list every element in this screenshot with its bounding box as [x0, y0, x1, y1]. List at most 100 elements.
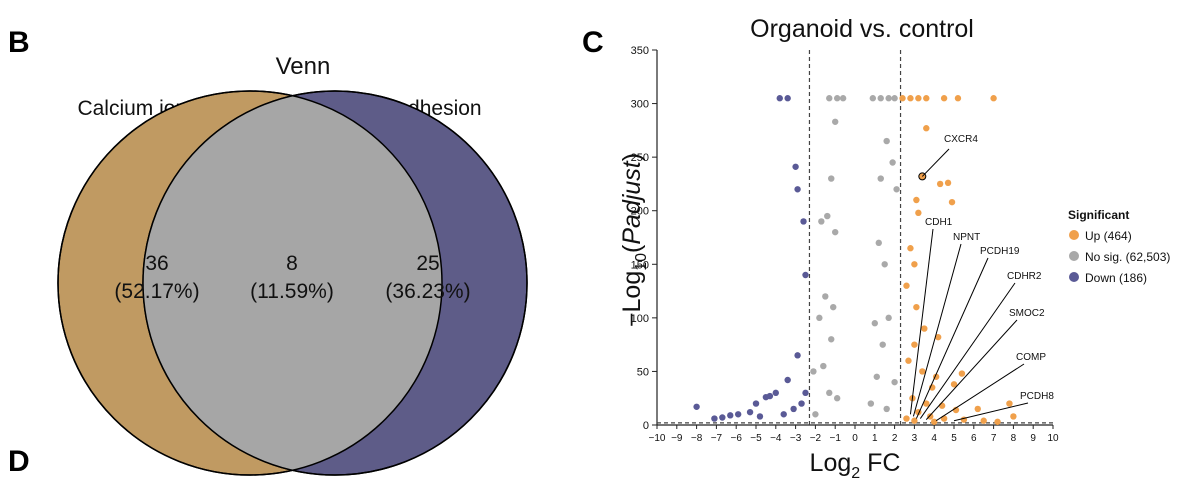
point-up [923, 125, 930, 132]
point-up [980, 417, 987, 424]
legend-label-nosig: No sig. (62,503) [1085, 250, 1170, 264]
point-up [954, 95, 962, 102]
point-down [776, 95, 783, 102]
annotation-leader [912, 243, 962, 417]
point-down [800, 218, 807, 225]
legend-label-down: Down (186) [1085, 271, 1147, 285]
panel-label-d: D [8, 445, 30, 478]
point-no-sig [883, 405, 890, 413]
x-tick-label: 1 [872, 433, 878, 444]
annotation-label: CDH1 [925, 217, 953, 228]
point-no-sig [822, 293, 829, 300]
y-tick-label: 200 [631, 206, 649, 218]
point-down [734, 411, 742, 418]
x-tick-label: 7 [991, 433, 997, 444]
venn-title: Venn [276, 53, 331, 80]
x-tick-label: −9 [671, 433, 683, 444]
y-tick-label: 350 [631, 45, 649, 57]
point-down [752, 400, 760, 407]
point-up [990, 95, 997, 102]
legend-swatch-down [1069, 272, 1079, 282]
x-tick-label: −3 [790, 433, 802, 444]
annotation-label: PCDH8 [1020, 391, 1054, 402]
y-axis-label: −Log10(Padjust) [618, 153, 650, 327]
venn-region-a-count: 36 [145, 252, 168, 275]
point-no-sig [830, 303, 837, 311]
x-tick-label: −1 [829, 433, 841, 444]
x-tick-label: 10 [1047, 433, 1059, 444]
x-tick-label: 3 [912, 433, 918, 444]
point-up [913, 196, 920, 204]
point-up [958, 370, 966, 377]
point-no-sig [826, 95, 833, 102]
point-no-sig [832, 228, 839, 236]
point-no-sig [871, 320, 878, 327]
point-down [802, 271, 809, 279]
point-no-sig [810, 368, 817, 375]
point-up [932, 373, 940, 380]
x-tick-label: 2 [892, 433, 898, 444]
x-tick-label: −8 [691, 433, 703, 444]
point-up [919, 173, 926, 180]
point-no-sig [885, 95, 892, 102]
point-no-sig [828, 175, 835, 182]
venn-region-a-percent: (52.17%) [114, 280, 199, 303]
point-down [792, 163, 799, 170]
y-tick-label: 50 [637, 366, 649, 378]
x-tick-label: 5 [951, 433, 957, 444]
x-tick-label: −6 [730, 433, 742, 444]
venn-region-b-percent: (36.23%) [385, 280, 470, 303]
point-up [921, 325, 928, 332]
panel-label-c: C [582, 26, 604, 59]
point-up [911, 341, 918, 348]
point-up [952, 406, 960, 414]
x-tick-label: 8 [1011, 433, 1017, 444]
point-up [929, 384, 936, 391]
point-no-sig [818, 218, 825, 225]
point-down [719, 414, 726, 421]
point-down [790, 405, 797, 413]
point-up [931, 418, 938, 425]
annotation-leader [921, 148, 950, 177]
point-no-sig [867, 400, 875, 407]
point-up [915, 408, 922, 416]
point-up [950, 381, 958, 388]
point-no-sig [893, 186, 900, 193]
point-up [907, 245, 914, 252]
point-down [772, 389, 779, 397]
point-no-sig [879, 341, 886, 348]
point-no-sig [832, 118, 839, 125]
venn-diagram: Venn Calcium ion channel Cell adhesion 3… [57, 53, 528, 476]
annotation-leader [915, 257, 989, 419]
point-up [934, 333, 942, 341]
venn-region-b-count: 25 [416, 252, 439, 275]
x-tick-label: −5 [750, 433, 762, 444]
venn-overlap-count: 8 [286, 252, 298, 275]
y-tick-label: 300 [631, 99, 649, 111]
annotation-label: SMOC2 [1009, 308, 1045, 319]
x-tick-label: 4 [931, 433, 937, 444]
venn-overlap-percent: (11.59%) [250, 280, 334, 303]
point-up [927, 413, 934, 420]
point-up [923, 95, 930, 102]
y-tick-label: 100 [631, 313, 649, 325]
x-tick-label: −4 [770, 433, 782, 444]
point-up [974, 405, 981, 413]
x-tick-label: 6 [971, 433, 977, 444]
point-no-sig [812, 411, 819, 418]
point-up [960, 416, 968, 423]
point-down [798, 400, 805, 407]
legend-swatch-up [1069, 230, 1079, 240]
highlight-ring [918, 172, 927, 181]
point-up [1010, 413, 1017, 420]
annotation-leader [925, 319, 1018, 420]
point-down [780, 411, 787, 418]
x-tick-label: −7 [711, 433, 723, 444]
point-up [915, 209, 922, 217]
point-up [923, 400, 930, 407]
point-no-sig [885, 314, 892, 322]
point-no-sig [877, 175, 884, 182]
point-up [915, 95, 922, 102]
point-no-sig [839, 95, 847, 102]
point-down [794, 352, 801, 359]
